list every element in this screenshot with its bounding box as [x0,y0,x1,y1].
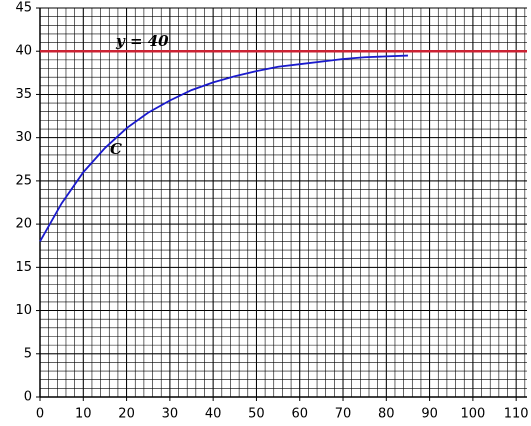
x-tick-label: 70 [335,407,352,422]
x-tick-label: 0 [36,407,44,422]
x-tick-label: 100 [460,407,485,422]
y-tick-label: 0 [24,390,32,405]
y-tick-label: 35 [15,87,32,102]
x-tick-label: 30 [162,407,179,422]
y-tick-label: 45 [15,1,32,16]
plot [39,49,527,242]
x-tick-label: 90 [421,407,438,422]
line-label: y = 40 [115,32,169,50]
x-tick-label: 50 [248,407,265,422]
x-tick-label: 80 [378,407,395,422]
y-tick-label: 10 [15,303,32,318]
y-tick-label: 5 [24,346,32,361]
y-tick-label: 40 [15,44,32,59]
y-tick-label: 25 [15,173,32,188]
y-tick-label: 30 [15,130,32,145]
x-tick-label: 20 [118,407,135,422]
grid: 0 10 20 30 40 50 60 70 80 90 100 110 0 5 10 15 20 25 30 35 4… [15,1,528,422]
y-tick-label: 20 [15,217,32,232]
x-tick-label: 10 [75,407,92,422]
series-line [39,54,408,242]
x-tick-label: 40 [205,407,222,422]
y-tick-label: 15 [15,260,32,275]
curve-label: C [110,140,122,158]
x-tick-label: 60 [291,407,308,422]
x-tick-label: 110 [504,407,529,422]
